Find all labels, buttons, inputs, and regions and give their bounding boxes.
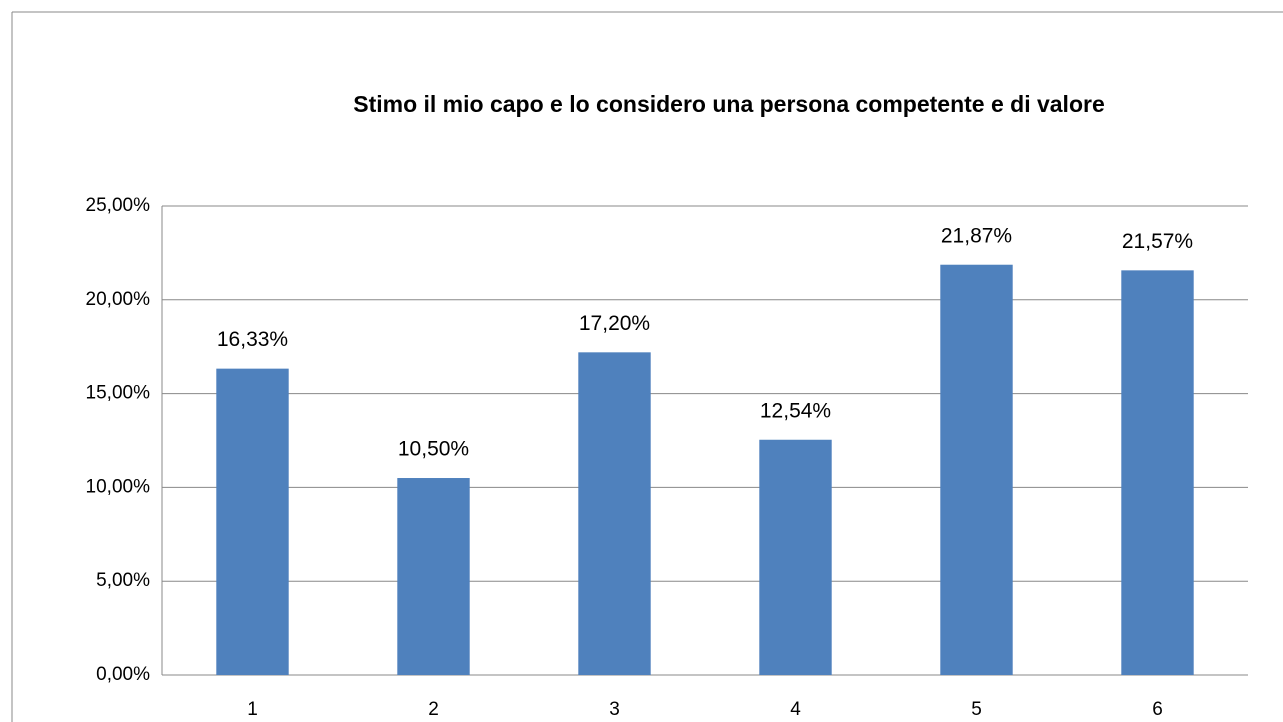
bar [216,368,289,675]
value-label: 12,54% [760,399,831,422]
x-tick-label: 4 [790,699,801,720]
value-label: 16,33% [217,328,288,351]
x-tick-label: 3 [609,699,620,720]
bar [578,352,651,675]
y-tick-label: 20,00% [86,289,151,310]
chart-title: Stimo il mio capo e lo considero una per… [353,91,1105,117]
bar [1121,270,1194,675]
x-tick-label: 1 [247,699,258,720]
x-tick-label: 5 [971,699,982,720]
value-label: 10,50% [398,438,469,461]
bar [759,439,832,675]
value-label: 21,57% [1122,230,1193,253]
bar [397,478,470,675]
value-label: 17,20% [579,312,650,335]
y-tick-label: 10,00% [86,476,151,497]
bar [940,264,1013,675]
x-tick-label: 2 [428,699,439,720]
x-tick-label: 6 [1152,699,1163,720]
y-tick-label: 0,00% [96,664,150,685]
y-tick-label: 5,00% [96,570,150,591]
value-label: 21,87% [941,224,1012,247]
y-tick-label: 25,00% [86,195,151,216]
y-tick-label: 15,00% [86,383,151,404]
